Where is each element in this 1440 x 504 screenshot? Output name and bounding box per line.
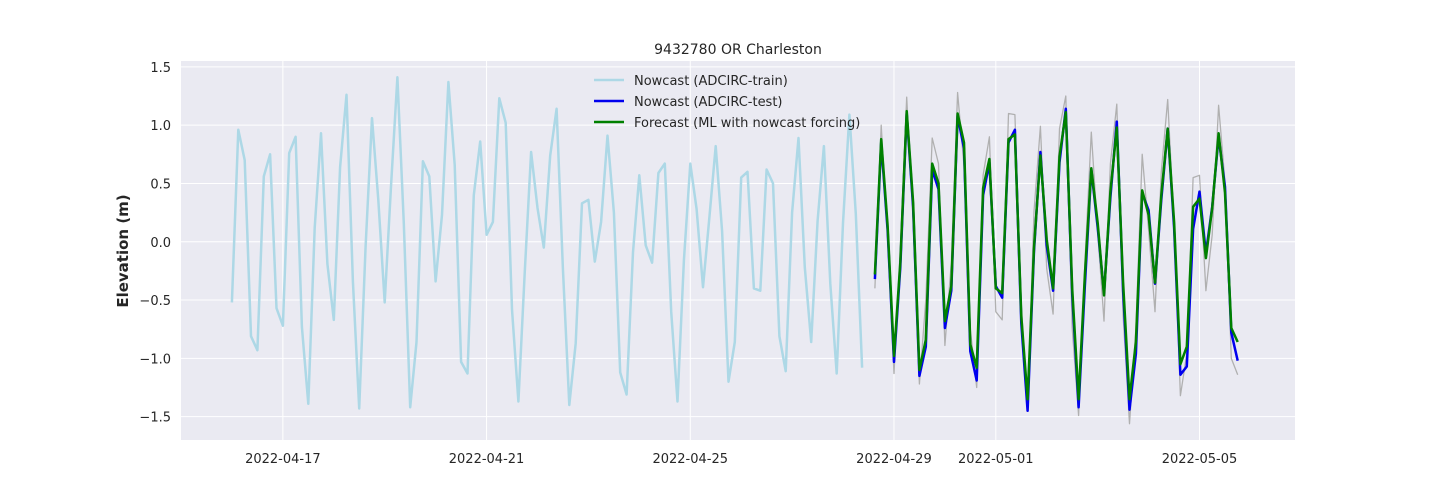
legend-entry-label: Forecast (ML with nowcast forcing) (634, 116, 860, 131)
x-tick-label: 2022-04-17 (245, 452, 321, 467)
x-tick-label: 2022-05-01 (958, 452, 1034, 467)
legend: Nowcast (ADCIRC-train) Nowcast (ADCIRC-te… (594, 74, 860, 131)
series-layer (230, 76, 1239, 425)
y-tick-label: −0.5 (139, 294, 171, 309)
legend-entry-label: Nowcast (ADCIRC-train) (634, 74, 788, 89)
series-line-forecast-ml (873, 109, 1239, 401)
y-axis-label: Elevation (m) (114, 194, 132, 307)
x-tick-label: 2022-04-25 (652, 452, 728, 467)
series-line-nowcast-train (230, 76, 864, 410)
chart-title: 9432780 OR Charleston (654, 42, 822, 58)
y-tick-label: −1.0 (139, 352, 171, 367)
y-tick-label: −1.5 (139, 411, 171, 426)
y-tick-label: 1.5 (150, 61, 171, 76)
x-tick-label: 2022-04-21 (449, 452, 525, 467)
legend-entry-label: Nowcast (ADCIRC-test) (634, 95, 783, 110)
x-tick-label: 2022-04-29 (856, 452, 932, 467)
x-axis: 2022-04-17 2022-04-21 2022-04-25 2022-04-29… (245, 452, 1237, 467)
y-tick-label: 0.5 (150, 177, 171, 192)
y-tick-label: 0.0 (150, 236, 171, 251)
y-tick-label: 1.0 (150, 119, 171, 134)
y-axis: 1.5 1.0 0.5 0.0 −0.5 −1.0 −1.5 (139, 61, 171, 426)
x-tick-label: 2022-05-05 (1162, 452, 1238, 467)
